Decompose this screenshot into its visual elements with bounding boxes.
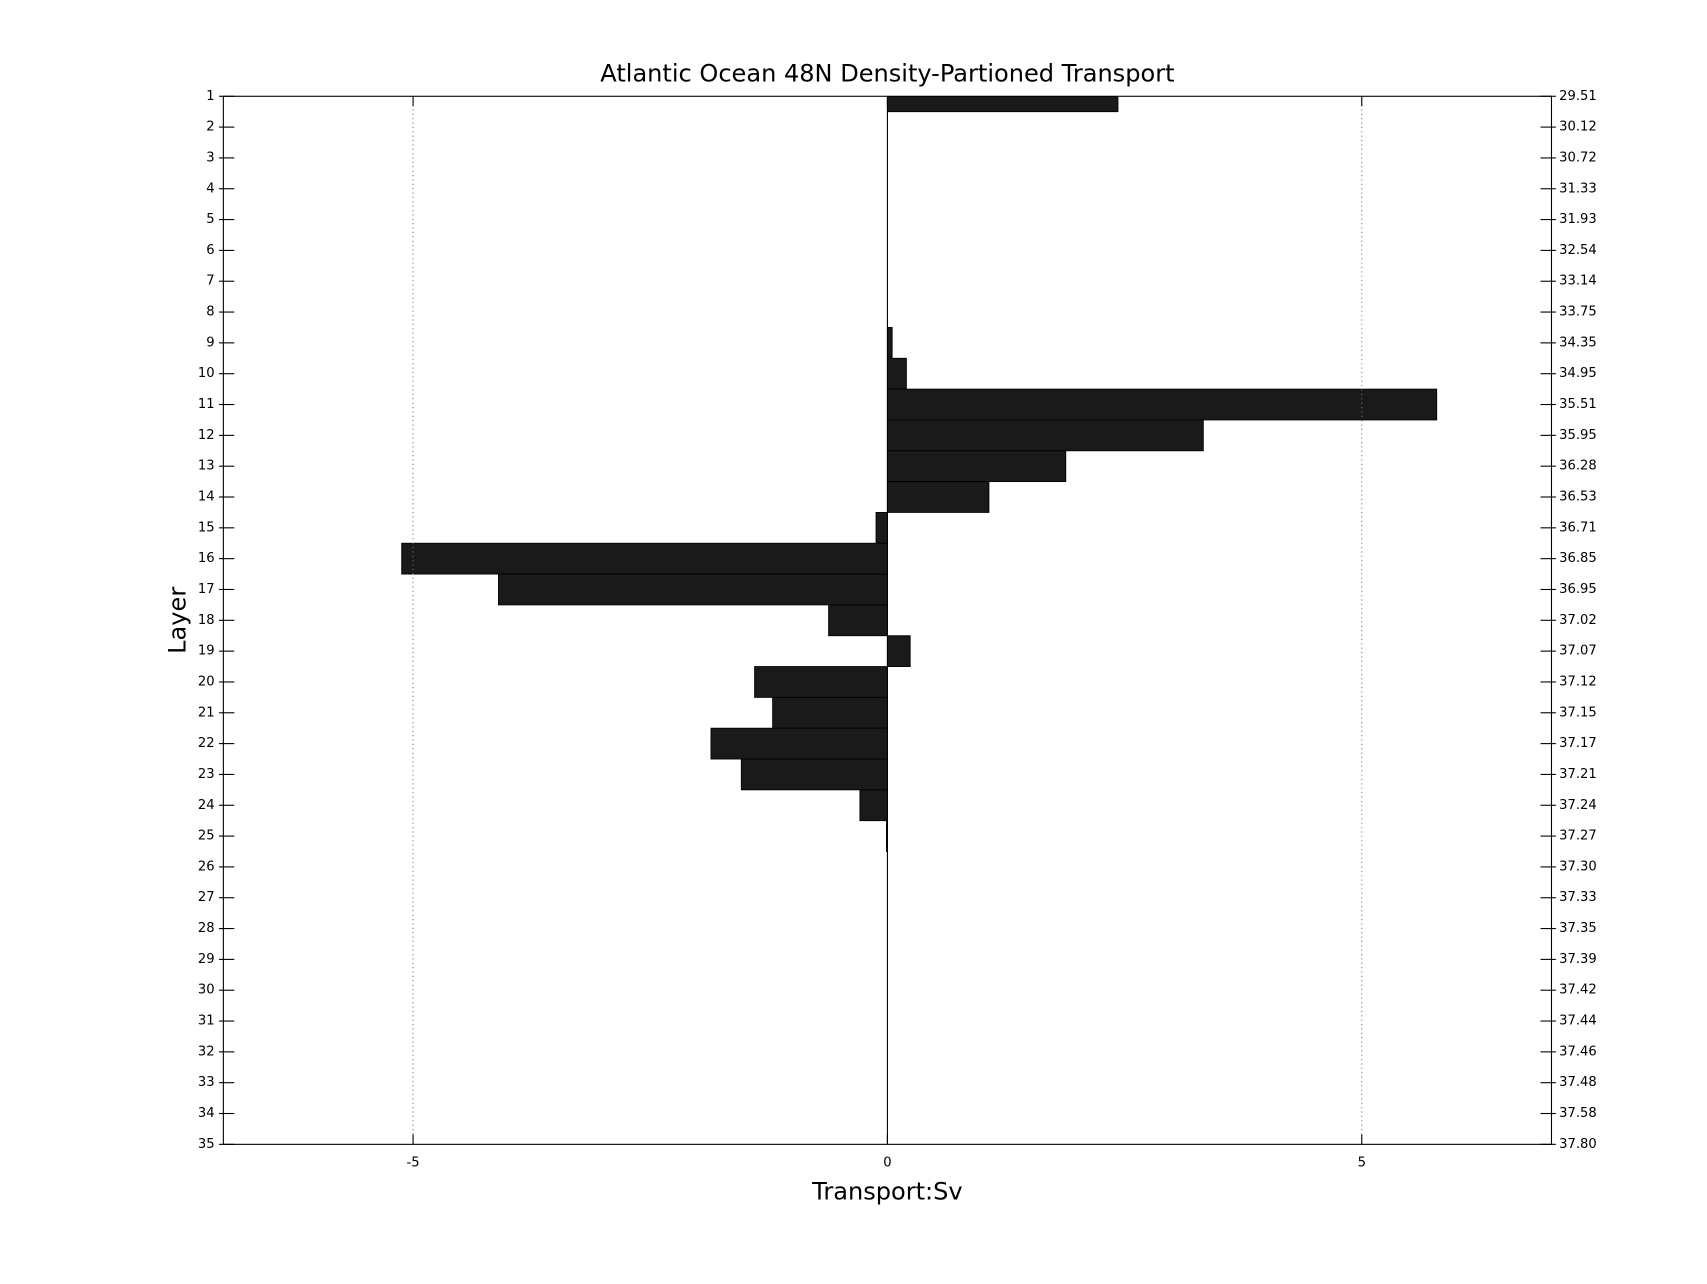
y2-tick-label: 36.95 xyxy=(1559,582,1597,597)
y2-tick-label: 36.71 xyxy=(1559,520,1597,535)
bar xyxy=(875,511,888,544)
y2-tick-label: 31.93 xyxy=(1559,212,1597,227)
y2-tick-label: 37.07 xyxy=(1559,644,1597,659)
y2-tick-label: 35.95 xyxy=(1559,428,1597,443)
y-tick-label: 17 xyxy=(198,582,215,597)
y2-tick-label: 36.53 xyxy=(1559,490,1597,505)
y-tick-label: 5 xyxy=(206,212,214,227)
y-tick-label: 16 xyxy=(198,551,215,566)
y-tick-label: 7 xyxy=(206,274,214,289)
bar xyxy=(772,696,888,729)
y2-tick-label: 36.85 xyxy=(1559,551,1597,566)
bars xyxy=(401,96,1438,852)
x-axis-label: Transport:Sv xyxy=(811,1177,962,1205)
y-tick-label: 28 xyxy=(198,921,215,936)
y2-tick-label: 30.72 xyxy=(1559,150,1597,165)
y-tick-label: 26 xyxy=(198,859,215,874)
y-tick-label: 29 xyxy=(198,952,215,967)
bar xyxy=(886,481,990,513)
bar xyxy=(828,604,888,637)
y2-tick-label: 37.21 xyxy=(1559,767,1597,782)
y-tick-label: 25 xyxy=(198,829,215,844)
y2-tick-label: 37.39 xyxy=(1559,952,1597,967)
y-tick-label: 21 xyxy=(198,705,215,720)
y2-tick-label: 37.33 xyxy=(1559,890,1597,905)
y-tick-label: 23 xyxy=(198,767,215,782)
x-tick-label: 0 xyxy=(883,1155,891,1170)
bar xyxy=(740,758,888,791)
y-tick-label: 18 xyxy=(198,613,215,628)
y2-tick-label: 37.30 xyxy=(1559,859,1597,874)
y-tick-label: 22 xyxy=(198,736,215,751)
y-axis-label: Layer xyxy=(163,587,191,654)
y2-tick-label: 37.24 xyxy=(1559,798,1597,813)
bar xyxy=(886,327,893,359)
y2-tick-label: 37.58 xyxy=(1559,1106,1597,1121)
y-tick-label: 19 xyxy=(198,644,215,659)
y2-tick-label: 37.17 xyxy=(1559,736,1597,751)
y-tick-label: 14 xyxy=(198,490,215,505)
chart-title: Atlantic Ocean 48N Density-Partioned Tra… xyxy=(600,59,1174,87)
y2-tick-label: 37.48 xyxy=(1559,1075,1597,1090)
y2-tick-label: 34.35 xyxy=(1559,335,1597,350)
bar xyxy=(886,388,1438,421)
bar xyxy=(886,357,907,390)
y-tick-label: 33 xyxy=(198,1075,215,1090)
y-tick-label: 2 xyxy=(206,120,214,135)
y-tick-label: 9 xyxy=(206,335,214,350)
y-tick-label: 20 xyxy=(198,674,215,689)
y-tick-label: 10 xyxy=(198,366,215,381)
y2-tick-label: 37.80 xyxy=(1559,1137,1597,1152)
bar xyxy=(886,450,1067,483)
y2-tick-label: 37.15 xyxy=(1559,705,1597,720)
y2-tick-label: 37.27 xyxy=(1559,829,1597,844)
y2-tick-label: 37.42 xyxy=(1559,983,1597,998)
y2-tick-label: 29.51 xyxy=(1559,89,1597,104)
y-tick-label: 11 xyxy=(198,397,215,412)
y-tick-label: 34 xyxy=(198,1106,215,1121)
y2-tick-label: 35.51 xyxy=(1559,397,1597,412)
y2-tick-label: 33.14 xyxy=(1559,274,1597,289)
y-tick-label: 32 xyxy=(198,1044,215,1059)
bar xyxy=(859,789,888,822)
y-tick-label: 8 xyxy=(206,305,214,320)
x-tick-label: -5 xyxy=(407,1155,420,1170)
y-tick-label: 15 xyxy=(198,520,215,535)
y-tick-label: 30 xyxy=(198,983,215,998)
y-tick-label: 12 xyxy=(198,428,215,443)
y2-tick-label: 33.75 xyxy=(1559,305,1597,320)
y-tick-label: 3 xyxy=(206,150,214,165)
y-tick-label: 24 xyxy=(198,798,215,813)
y2-tick-label: 32.54 xyxy=(1559,243,1597,258)
bar xyxy=(498,573,888,606)
bar xyxy=(886,419,1204,452)
y-tick-label: 1 xyxy=(206,89,214,104)
x-tick-label: 5 xyxy=(1358,1155,1366,1170)
y-tick-label: 6 xyxy=(206,243,214,258)
y-tick-label: 35 xyxy=(198,1137,215,1152)
y2-tick-label: 37.02 xyxy=(1559,613,1597,628)
y2-tick-label: 36.28 xyxy=(1559,459,1597,474)
bar xyxy=(710,727,888,760)
y2-tick-label: 31.33 xyxy=(1559,181,1597,196)
y2-tick-label: 37.46 xyxy=(1559,1044,1597,1059)
y-tick-label: 27 xyxy=(198,890,215,905)
bar xyxy=(886,635,911,667)
bar xyxy=(401,542,888,575)
y2-tick-label: 37.44 xyxy=(1559,1014,1597,1029)
plot-frame xyxy=(222,95,1553,1145)
y-tick-label: 13 xyxy=(198,459,215,474)
y-tick-label: 31 xyxy=(198,1014,215,1029)
y-tick-label: 4 xyxy=(206,181,214,196)
y2-tick-label: 30.12 xyxy=(1559,120,1597,135)
bar xyxy=(754,666,888,698)
y2-tick-label: 34.95 xyxy=(1559,366,1597,381)
y2-tick-label: 37.12 xyxy=(1559,674,1597,689)
y2-tick-label: 37.35 xyxy=(1559,921,1597,936)
